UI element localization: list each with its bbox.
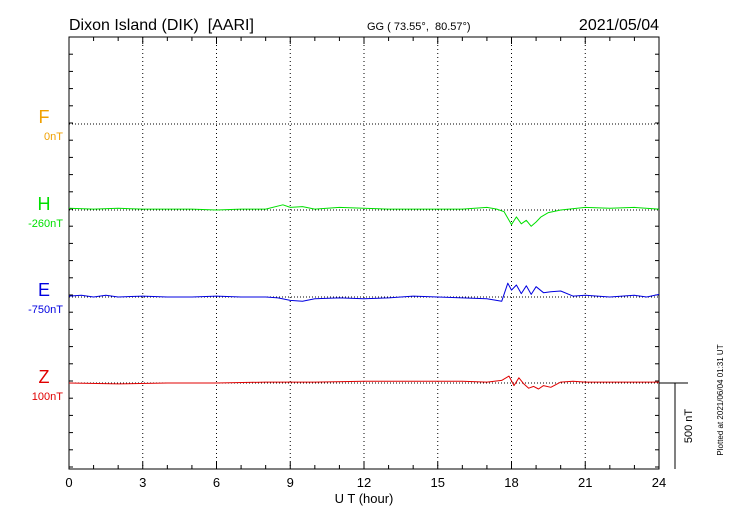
series-line-h: [68, 204, 660, 227]
series-name-e: E: [38, 280, 50, 300]
series-offset-e: -750nT: [28, 304, 63, 316]
x-tick-label: 12: [357, 475, 371, 490]
series-offset-h: -260nT: [28, 218, 63, 230]
x-tick-label: 24: [652, 475, 666, 490]
x-tick-label: 3: [139, 475, 146, 490]
series-line-z: [68, 375, 659, 390]
x-tick-label: 18: [504, 475, 518, 490]
series-line-e: [68, 282, 660, 302]
series-name-h: H: [38, 194, 51, 214]
x-tick-label: 15: [431, 475, 445, 490]
date-label: 2021/05/04: [579, 17, 659, 34]
plotted-at-note: Plotted at 2021/06/04 01:31 UT: [716, 344, 725, 455]
x-axis-label: U T (hour): [335, 491, 394, 506]
x-tick-label: 6: [213, 475, 220, 490]
series-offset-f: 0nT: [44, 131, 63, 143]
series-name-f: F: [39, 107, 50, 127]
series-offset-z: 100nT: [32, 391, 63, 403]
x-tick-label: 0: [65, 475, 72, 490]
series-name-z: Z: [39, 367, 50, 387]
scale-bar-label: 500 nT: [683, 409, 695, 444]
x-tick-label: 9: [287, 475, 294, 490]
station-title: Dixon Island (DIK) [AARI]: [69, 17, 254, 34]
x-tick-label: 21: [578, 475, 592, 490]
coordinates-label: GG ( 73.55°, 80.57°): [367, 21, 471, 33]
